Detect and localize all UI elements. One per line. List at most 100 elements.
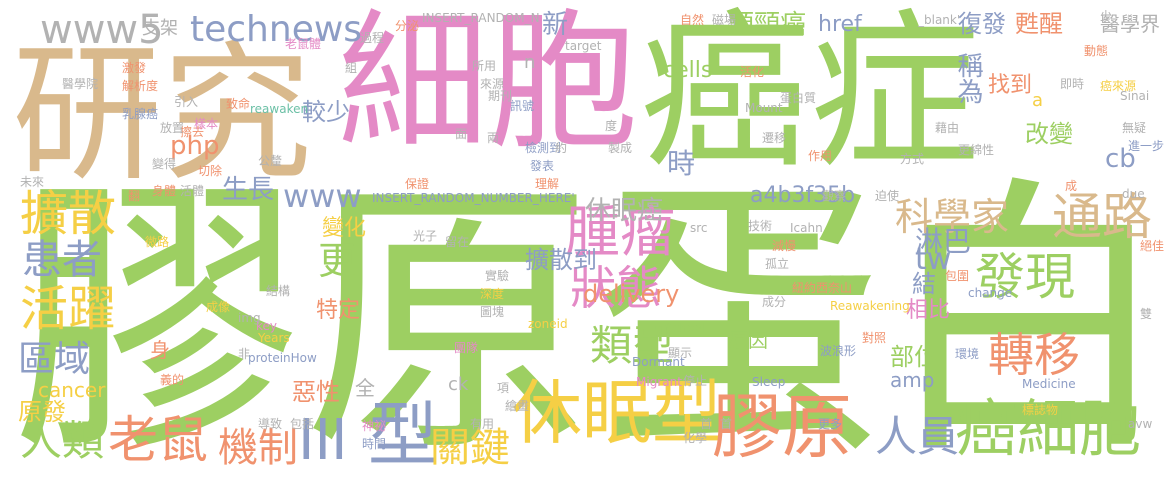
word-cloud-word: a (1032, 90, 1044, 111)
word-cloud-word: 乳腺癌 (122, 107, 159, 121)
word-cloud-word: Medicine (1022, 377, 1076, 391)
word-cloud-word: proteinHow (248, 351, 317, 365)
word-cloud-word: reawaken (250, 102, 309, 116)
word-cloud-word: 進一步 (1128, 139, 1165, 153)
word-cloud-word: 老鼠 (108, 411, 208, 469)
word-cloud-word: 人員 (875, 412, 960, 461)
word-cloud-word: 檢測到 (525, 141, 562, 155)
word-cloud-word: 激發 (122, 61, 147, 75)
word-cloud-word: 細胞 (338, 0, 639, 170)
word-cloud-word: 原發 (18, 398, 66, 426)
word-cloud-word: 絕佳 (1140, 239, 1165, 253)
word-cloud-word: 人類 (20, 416, 105, 465)
word-cloud-word: 研究 (12, 28, 313, 202)
word-cloud-word: 雙 (1140, 307, 1153, 321)
word-cloud-word: 深度 (480, 287, 505, 301)
word-cloud-word: 更 (318, 239, 357, 283)
word-cloud-word: a4b3f35b (750, 183, 856, 208)
word-cloud-word: 休眠型 (512, 372, 722, 454)
word-cloud-word: 包括 (290, 417, 315, 431)
word-cloud-word: 圖塊 (480, 305, 505, 319)
word-cloud-word: 型 (368, 394, 438, 476)
word-cloud-word: 切除 (198, 164, 223, 178)
word-cloud-word: 惡性 (292, 378, 340, 406)
word-cloud-word: 度 (605, 119, 618, 133)
word-cloud-word: 活化 (740, 65, 765, 79)
word-cloud-word: Reawakening (830, 299, 910, 313)
word-cloud-word: 機制 (218, 425, 298, 471)
word-cloud-word: Sinai (1120, 89, 1150, 103)
word-cloud-word: 繪畫 (505, 399, 530, 413)
word-cloud-word: change (968, 286, 1013, 300)
word-cloud-word: 科學家 (895, 195, 1010, 239)
word-cloud-word: Icahn (790, 221, 823, 235)
word-cloud-word: 活躍 (20, 281, 117, 337)
word-cloud-word: 部位 (890, 343, 938, 371)
word-cloud-word: href (818, 12, 862, 37)
word-cloud-word: 過程 (360, 31, 385, 45)
word-cloud-word: 光子 (413, 229, 438, 243)
word-cloud-word: 身體 (152, 184, 177, 198)
word-cloud-word: 技術 (748, 219, 773, 233)
word-cloud-word: 特定 (316, 298, 361, 323)
word-cloud-word: 波浪形 (820, 344, 857, 358)
word-cloud-word: 膠原 (712, 386, 852, 468)
word-cloud-word: 觀察 (822, 189, 847, 203)
word-cloud-word: 成像 (206, 300, 231, 314)
word-cloud-word: _blank' (918, 13, 961, 27)
word-cloud-word: 環境 (955, 347, 980, 361)
word-cloud-word: 相比 (906, 298, 951, 323)
word-cloud-word: src (690, 221, 708, 235)
word-cloud-word: 發表 (530, 159, 555, 173)
word-cloud-word: 停止 (683, 374, 708, 388)
word-cloud-word: cancer (38, 378, 106, 402)
word-cloud-word: 致命 (226, 97, 251, 111)
word-cloud-word: 標誌物 (1022, 403, 1059, 417)
word-cloud-word: 減慢 (772, 239, 797, 253)
word-cloud-word: School (665, 321, 705, 335)
word-cloud-word: 癌症 (640, 0, 981, 192)
word-cloud-word: technews (190, 9, 363, 50)
word-cloud-word: 義的 (160, 373, 185, 387)
word-cloud-word: 翻 (128, 189, 141, 203)
word-cloud-word: 動態 (1084, 44, 1109, 58)
word-cloud-word: INSERT_RANDOM_NUMBER_HERE' (372, 191, 575, 205)
word-cloud-word: 樣本 (194, 117, 219, 131)
word-cloud-word: 化學 (683, 431, 708, 445)
word-cloud-word: 作用 (808, 149, 833, 163)
word-cloud-word: 期刊 (488, 89, 513, 103)
word-cloud-word: 顯示 (668, 346, 693, 360)
word-cloud-word: 留在 (445, 235, 470, 249)
word-cloud-word: 解析度 (122, 79, 159, 93)
word-cloud-word: php (170, 131, 220, 161)
word-cloud-word: 成分 (762, 295, 787, 309)
word-cloud-word: 甦醒 (1015, 10, 1063, 38)
word-cloud-word: 區域 (18, 339, 91, 380)
word-cloud-word: 對照 (862, 331, 887, 345)
word-cloud-word: 首 (720, 417, 733, 431)
word-cloud-word: 較少 (302, 98, 350, 126)
word-cloud-word: 實驗 (485, 269, 510, 283)
word-cloud-word: 原因 (728, 328, 768, 352)
word-cloud-word: 結 (912, 270, 936, 298)
word-cloud-word: 變化 (322, 216, 367, 241)
word-cloud-word: 來源 (480, 77, 505, 91)
word-cloud-word: 項 (497, 381, 510, 395)
word-cloud-word: 癌來源 (1100, 79, 1137, 93)
word-cloud-word: 新 (542, 10, 569, 40)
word-cloud-word: Years (258, 331, 290, 345)
word-cloud-word: 即時 (1060, 77, 1085, 91)
word-cloud-word: 發現 (975, 248, 1075, 306)
word-cloud-word: 團隊 (454, 341, 479, 355)
word-cloud-word: 遷移 (762, 131, 787, 145)
word-cloud-word: 保證 (405, 177, 430, 191)
word-cloud-word: img (238, 311, 261, 325)
word-cloud-word: 少 (1100, 9, 1113, 23)
word-cloud-word: tw (915, 242, 952, 277)
word-cloud-word: 時 (667, 147, 696, 180)
word-cloud-word: key (256, 319, 278, 333)
word-cloud-word: 時間 (362, 437, 387, 451)
word-cloud-word: Dormant (632, 355, 685, 369)
word-cloud-word: 復發 (958, 10, 1006, 38)
word-cloud-word: www (283, 177, 362, 215)
